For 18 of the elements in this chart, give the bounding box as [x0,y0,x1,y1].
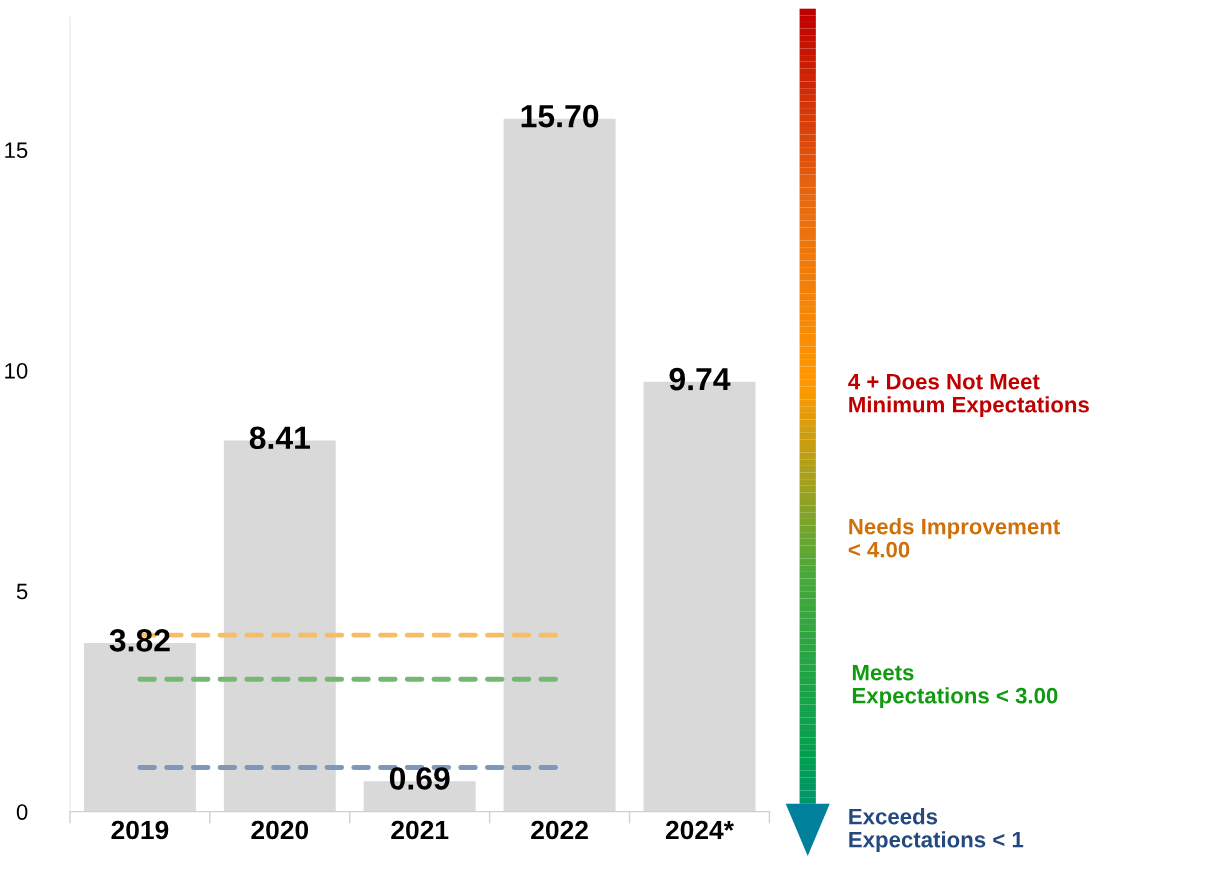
y-tick-label: 5 [16,583,28,600]
y-tick-label: 0 [16,804,28,820]
x-tick-label: 2021 [391,820,449,840]
text: 4 + Does Not Meet Minimum Expectations [848,373,1089,417]
x-tick-label: 2019 [111,820,169,840]
data-label: 0.69 [389,767,450,790]
text: Exceeds Expectations < 1 [849,808,1024,852]
text: Meets Expectations < 3.00 [852,664,1058,708]
x-tick-label: 2020 [251,820,309,840]
y-tick-label: 15 [5,142,28,159]
y-tick-label: 10 [5,362,28,379]
data-label: 15.70 [521,104,599,128]
data-label: 3.82 [109,629,170,652]
x-tick-label: 2022 [531,820,588,840]
data-label: 8.41 [249,426,310,450]
data-label: 9.74 [669,367,731,391]
text: Needs Improvement < 4.00 [848,518,1060,558]
x-tick-label: 2024* [665,820,734,840]
